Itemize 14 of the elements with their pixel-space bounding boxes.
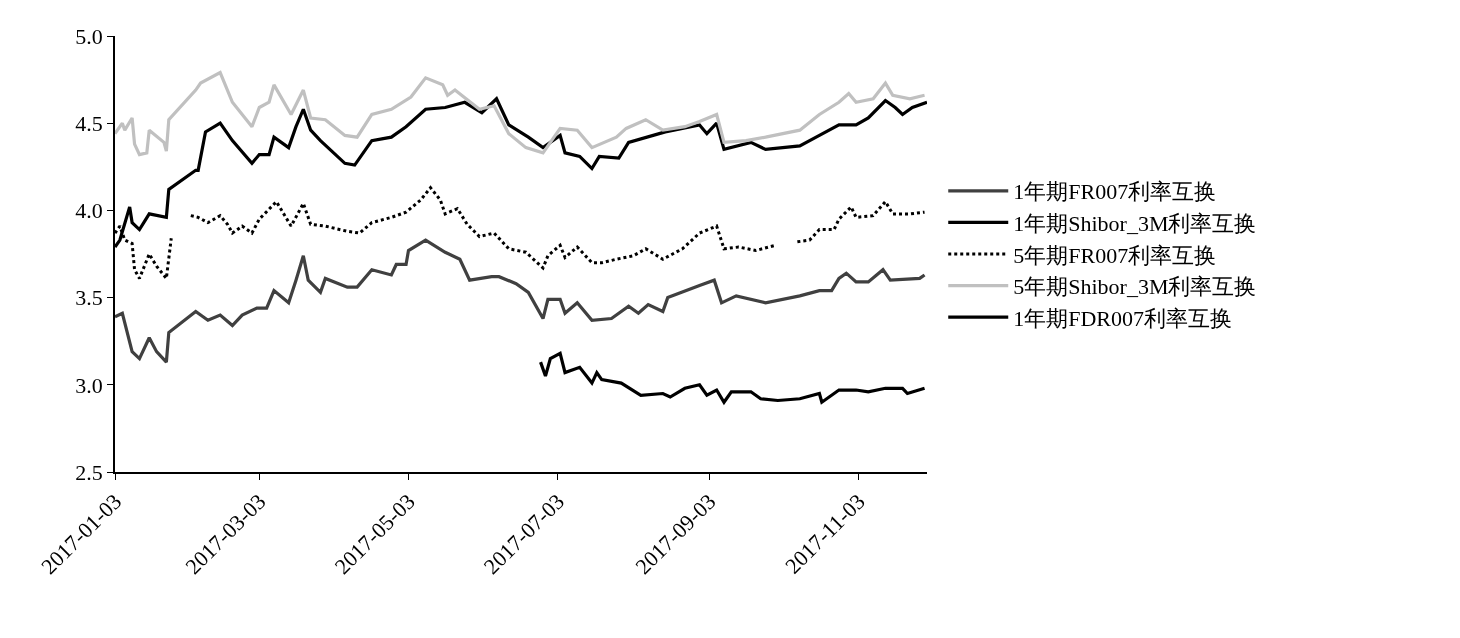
y-tick-label: 4.0 xyxy=(75,198,103,224)
line-series xyxy=(115,238,927,364)
line-series xyxy=(538,351,927,404)
y-tick-label: 4.5 xyxy=(75,110,103,136)
legend-label: 1年期FR007利率互换 xyxy=(1013,179,1217,205)
legend-label: 5年期FR007利率互换 xyxy=(1013,242,1217,268)
y-tick-label: 3.0 xyxy=(75,372,103,398)
legend-label: 5年期Shibor_3M利率互换 xyxy=(1013,274,1257,300)
y-tick-label: 2.5 xyxy=(75,459,103,485)
legend-label: 1年期Shibor_3M利率互换 xyxy=(1013,210,1257,236)
y-tick-label: 3.5 xyxy=(75,285,103,311)
line-series xyxy=(115,71,927,157)
legend-label: 1年期FDR007利率互换 xyxy=(1013,305,1233,331)
y-tick-label: 5.0 xyxy=(75,23,103,49)
